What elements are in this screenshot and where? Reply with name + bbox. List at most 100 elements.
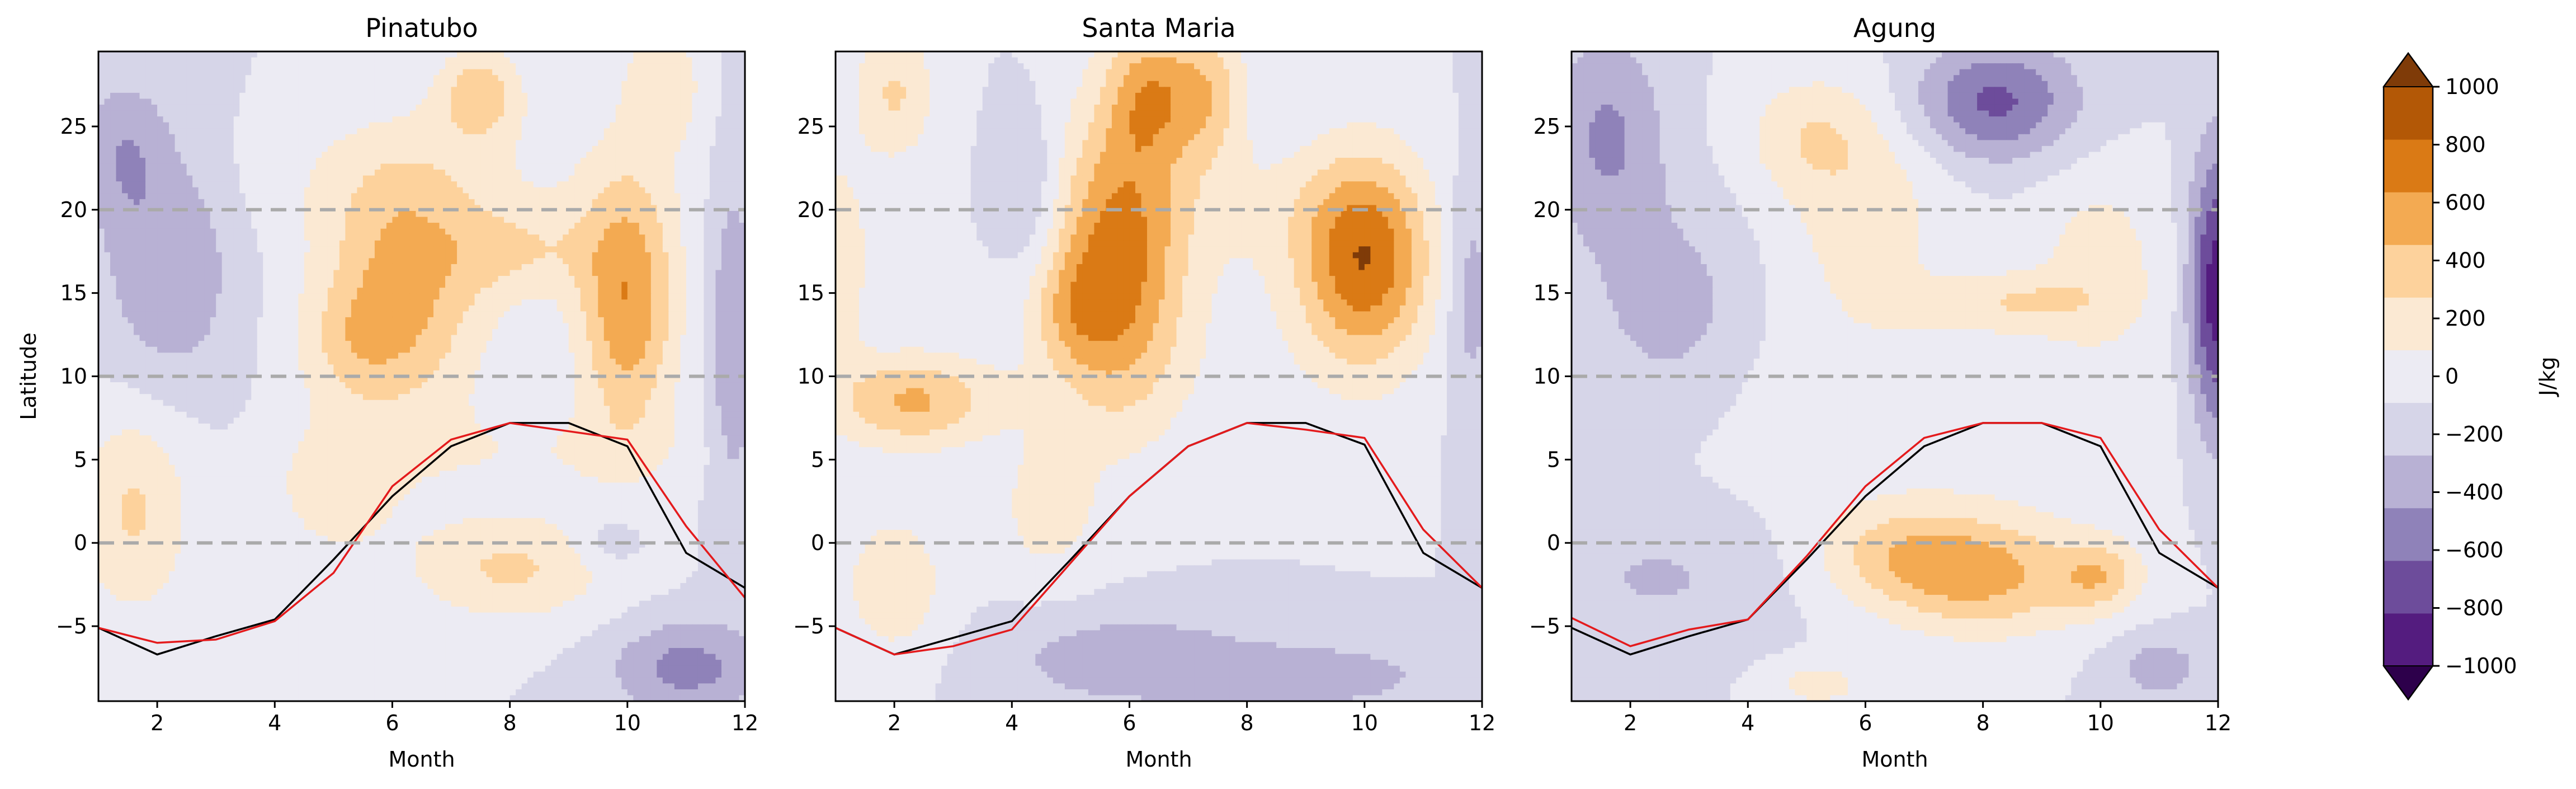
contour-cell [328,98,334,105]
contour-cell [657,187,663,194]
contour-cell [621,282,628,288]
contour-cell [604,116,610,123]
contour-cell [157,111,163,117]
contour-cell [522,193,528,199]
contour-cell [192,241,199,247]
contour-cell [392,229,398,235]
contour-cell [145,229,152,235]
contour-cell [557,199,563,205]
contour-cell [199,181,205,187]
contour-cell [674,199,681,205]
contour-cell [152,294,158,300]
contour-cell [534,299,540,306]
contour-cell [633,152,639,158]
contour-cell [469,199,475,205]
contour-cell [128,63,134,69]
contour-cell [122,252,128,259]
contour-cell [204,288,210,294]
contour-cell [246,181,252,187]
contour-cell [275,164,281,170]
contour-cell [563,282,569,288]
contour-cell [316,311,322,317]
contour-cell [551,294,557,300]
contour-cell [527,252,534,259]
contour-cell [204,252,210,259]
contour-cell [645,93,651,99]
contour-cell [563,105,569,111]
contour-cell [598,241,604,247]
contour-cell [504,152,510,158]
contour-cell [574,306,581,312]
contour-cell [581,152,587,158]
contour-cell [181,128,187,134]
contour-cell [733,193,739,199]
contour-cell [263,111,269,117]
contour-cell [234,63,240,69]
contour-cell [710,282,716,288]
contour-cell [527,158,534,164]
contour-cell [581,75,587,81]
contour-cell [721,128,728,134]
contour-cell [410,93,416,99]
contour-cell [375,311,381,317]
contour-cell [469,246,475,252]
contour-cell [721,229,728,235]
contour-cell [251,116,257,123]
contour-cell [410,81,416,87]
contour-cell [422,276,428,282]
contour-cell [510,63,516,69]
contour-cell [710,140,716,146]
contour-cell [398,75,404,81]
contour-cell [386,134,393,140]
contour-cell [651,264,657,270]
contour-cell [410,311,416,317]
contour-cell [569,258,575,264]
contour-cell [246,176,252,182]
contour-cell [192,128,199,134]
contour-cell [680,258,686,264]
contour-cell [134,164,140,170]
contour-cell [487,87,493,93]
contour-cell [598,270,604,276]
contour-cell [710,258,716,264]
contour-cell [416,234,422,241]
contour-cell [357,258,363,264]
contour-cell [586,270,592,276]
contour-cell [333,146,339,152]
contour-cell [281,158,287,164]
contour-cell [199,288,205,294]
contour-cell [416,128,422,134]
contour-cell [345,252,351,259]
contour-cell [228,211,234,217]
contour-cell [422,152,428,158]
contour-cell [363,193,369,199]
contour-cell [380,258,386,264]
contour-cell [621,193,628,199]
contour-cell [298,176,304,182]
contour-cell [322,217,328,223]
contour-cell [692,116,698,123]
contour-cell [246,258,252,264]
contour-cell [621,51,628,58]
contour-cell [310,211,316,217]
contour-cell [392,276,398,282]
contour-cell [222,69,228,76]
contour-cell [545,69,551,76]
contour-cell [574,288,581,294]
contour-cell [569,69,575,76]
contour-cell [551,146,557,152]
contour-cell [428,81,434,87]
contour-cell [251,98,257,105]
contour-cell [639,288,645,294]
contour-cell [416,176,422,182]
contour-cell [163,211,169,217]
contour-cell [633,63,639,69]
contour-cell [345,51,351,58]
contour-cell [492,258,498,264]
contour-cell [539,176,545,182]
contour-cell [674,306,681,312]
contour-cell [504,111,510,117]
contour-cell [440,294,446,300]
contour-cell [616,87,622,93]
contour-cell [210,217,216,223]
